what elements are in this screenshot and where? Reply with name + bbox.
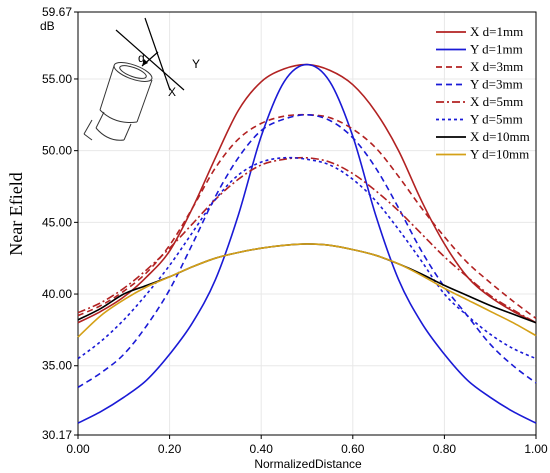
legend: X d=1mm Y d=1mm X d=3mm Y d=3mm X d=5mm Y d=5… bbox=[436, 24, 530, 162]
inset-x-label: X bbox=[168, 85, 176, 99]
y-tick-label: 45.00 bbox=[42, 215, 72, 229]
y-tick-label: 50.00 bbox=[42, 144, 72, 158]
series-line-x-d-3mm bbox=[77, 113, 537, 320]
x-tick-label: 0.80 bbox=[433, 442, 457, 456]
series-line-y-d-1mm bbox=[77, 63, 537, 424]
plot-frame bbox=[77, 11, 537, 436]
y-tick-label: 59.67 bbox=[42, 5, 72, 19]
y-tick-label: 55.00 bbox=[42, 72, 72, 86]
legend-label-x-d-1mm: X d=1mm bbox=[470, 24, 523, 39]
x-tick-labels: 0.00 0.20 0.40 0.60 0.80 1.00 bbox=[66, 442, 548, 456]
x-tick-label: 0.20 bbox=[158, 442, 182, 456]
series-line-y-d-10mm bbox=[77, 243, 537, 338]
plot-background bbox=[78, 12, 536, 435]
legend-label-x-d-10mm: X d=10mm bbox=[470, 129, 530, 144]
x-tick-label: 0.00 bbox=[66, 442, 90, 456]
x-tick-label: 0.60 bbox=[341, 442, 365, 456]
axes bbox=[74, 11, 537, 439]
inset-d-label: d bbox=[138, 51, 145, 65]
series-line-y-d-3mm bbox=[77, 113, 537, 388]
y-tick-label: 30.17 bbox=[42, 428, 72, 442]
y-axis-label: Near Efield bbox=[6, 172, 26, 255]
plot-area bbox=[78, 12, 536, 435]
y-unit-label: dB bbox=[40, 19, 55, 33]
legend-label-y-d-5mm: Y d=5mm bbox=[470, 112, 523, 127]
series-line-x-d-5mm bbox=[77, 156, 537, 324]
x-axis-label: NormalizedDistance bbox=[254, 457, 362, 471]
legend-label-y-d-1mm: Y d=1mm bbox=[470, 42, 523, 57]
y-tick-label: 35.00 bbox=[42, 359, 72, 373]
y-tick-labels: 30.17 35.00 40.00 45.00 50.00 55.00 59.67 bbox=[42, 5, 72, 442]
x-tick-label: 1.00 bbox=[524, 442, 548, 456]
legend-label-y-d-10mm: Y d=10mm bbox=[470, 147, 529, 162]
x-tick-label: 0.40 bbox=[250, 442, 274, 456]
legend-label-y-d-3mm: Y d=3mm bbox=[470, 77, 523, 92]
inset-y-label: Y bbox=[192, 57, 200, 71]
legend-label-x-d-5mm: X d=5mm bbox=[470, 94, 523, 109]
legend-label-x-d-3mm: X d=3mm bbox=[470, 59, 523, 74]
inset-x-axis-line bbox=[144, 17, 171, 91]
probe-inset: d X Y bbox=[83, 17, 200, 141]
y-tick-label: 40.00 bbox=[42, 287, 72, 301]
inset-y-axis-line bbox=[115, 29, 185, 91]
series-layer bbox=[77, 63, 537, 424]
inset-arrow-head-icon bbox=[142, 59, 148, 66]
probe-body-icon bbox=[83, 62, 153, 141]
